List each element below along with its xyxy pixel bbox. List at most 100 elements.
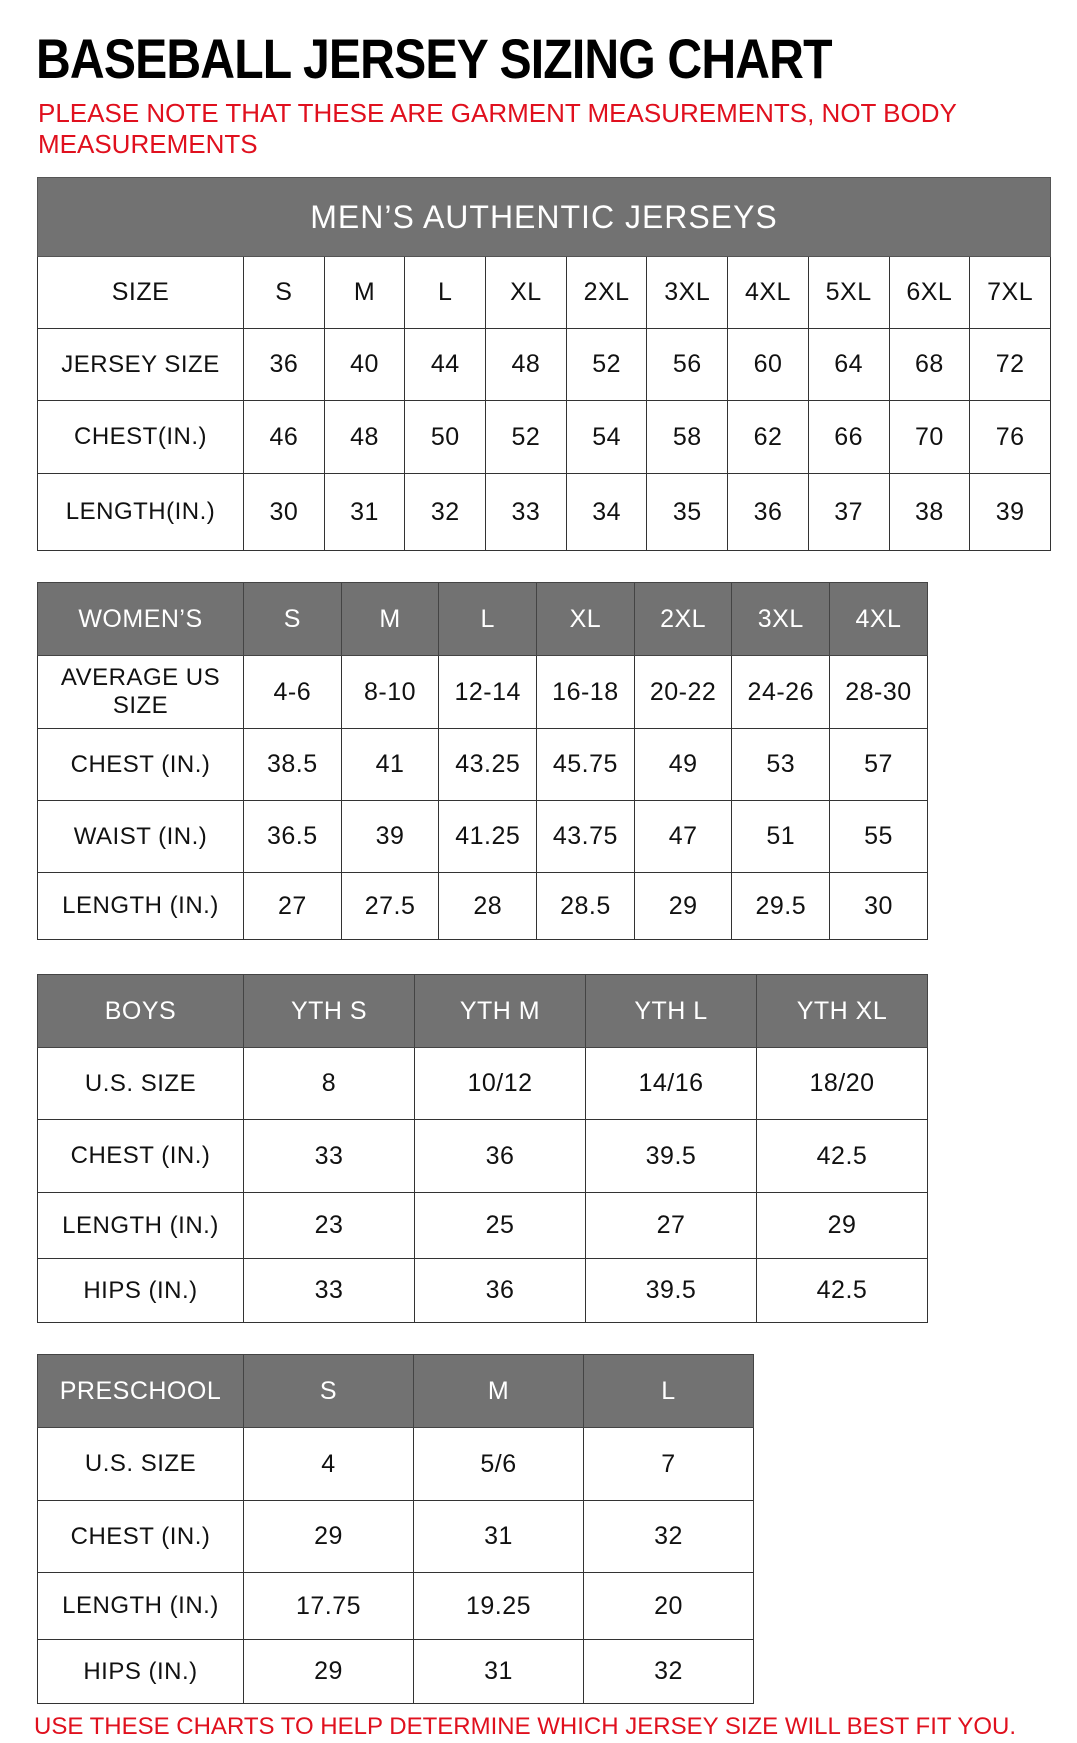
measurement-cell: 33: [243, 1258, 415, 1323]
measurement-cell: 52: [485, 400, 567, 474]
table-row: WAIST (IN.) 36.5 39 41.25 43.75 47 51 55: [37, 800, 928, 873]
measurement-cell: 44: [404, 328, 487, 401]
measurement-cell: 68: [888, 328, 971, 401]
row-label: LENGTH(IN.): [37, 473, 244, 551]
measurement-cell: 36: [243, 328, 325, 401]
measurement-cell: 41: [340, 728, 440, 801]
header-row: SIZE S M L XL 2XL 3XL 4XL 5XL 6XL 7XL: [37, 256, 1052, 329]
size-header: 5XL: [807, 256, 890, 329]
measurement-cell: 32: [583, 1500, 754, 1573]
size-header: YTH L: [585, 974, 757, 1048]
row-label-header: WOMEN’S: [37, 582, 244, 656]
row-label: U.S. SIZE: [37, 1047, 244, 1120]
size-header: S: [243, 256, 325, 329]
measurement-cell: 54: [565, 400, 648, 474]
size-header: 2XL: [633, 582, 733, 656]
measurement-cell: 5/6: [413, 1427, 584, 1501]
measurement-cell: 37: [807, 473, 890, 551]
measurement-cell: 53: [731, 728, 831, 801]
size-header: 2XL: [565, 256, 648, 329]
measurement-cell: 39: [340, 800, 440, 873]
measurement-cell: 33: [243, 1119, 415, 1193]
measurement-cell: 43.25: [438, 728, 538, 801]
measurement-cell: 45.75: [536, 728, 635, 801]
row-label: LENGTH (IN.): [37, 872, 244, 940]
measurement-cell: 43.75: [536, 800, 635, 873]
measurement-cell: 39.5: [585, 1119, 757, 1193]
page-title: BASEBALL JERSEY SIZING CHART: [36, 27, 833, 90]
table-row: CHEST(IN.) 46 48 50 52 54 58 62 66 70 76: [37, 400, 1052, 474]
row-label: CHEST (IN.): [37, 1119, 244, 1193]
measurement-cell: 39.5: [585, 1258, 757, 1323]
garment-note: PLEASE NOTE THAT THESE ARE GARMENT MEASU…: [38, 98, 957, 159]
measurement-cell: 42.5: [756, 1119, 928, 1193]
measurement-cell: 28.5: [536, 872, 635, 940]
boys-table: BOYS YTH S YTH M YTH L YTH XL U.S. SIZE 8 10/12…: [37, 974, 928, 1323]
measurement-cell: 8: [243, 1047, 415, 1120]
measurement-cell: 36: [414, 1119, 586, 1193]
measurement-cell: 35: [646, 473, 729, 551]
measurement-cell: 20-22: [633, 655, 733, 729]
measurement-cell: 36: [414, 1258, 586, 1323]
size-header: 3XL: [731, 582, 831, 656]
measurement-cell: 27: [243, 872, 342, 940]
size-header: 6XL: [888, 256, 971, 329]
measurement-cell: 30: [829, 872, 928, 940]
preschool-table: PRESCHOOL S M L U.S. SIZE 4 5/6 7 CHEST (IN.) 29 3…: [37, 1354, 754, 1704]
size-header: YTH S: [243, 974, 415, 1048]
table-row: HIPS (IN.) 33 36 39.5 42.5: [37, 1258, 928, 1323]
size-header: S: [243, 582, 342, 656]
table-row: CHEST (IN.) 38.5 41 43.25 45.75 49 53 57: [37, 728, 928, 801]
measurement-cell: 52: [565, 328, 648, 401]
row-label: HIPS (IN.): [37, 1258, 244, 1323]
size-header: L: [438, 582, 538, 656]
measurement-cell: 36: [727, 473, 809, 551]
measurement-cell: 27.5: [340, 872, 440, 940]
size-header: YTH XL: [756, 974, 928, 1048]
size-header: M: [340, 582, 440, 656]
table-row: CHEST (IN.) 29 31 32: [37, 1500, 754, 1573]
measurement-cell: 60: [727, 328, 809, 401]
measurement-cell: 12-14: [438, 655, 538, 729]
size-header: 7XL: [969, 256, 1052, 329]
measurement-cell: 17.75: [243, 1572, 414, 1640]
measurement-cell: 28-30: [829, 655, 928, 729]
row-label: LENGTH (IN.): [37, 1192, 244, 1259]
measurement-cell: 42.5: [756, 1258, 928, 1323]
table-row: LENGTH (IN.) 27 27.5 28 28.5 29 29.5 30: [37, 872, 928, 940]
row-label: CHEST(IN.): [37, 400, 244, 474]
header-row: BOYS YTH S YTH M YTH L YTH XL: [37, 974, 928, 1048]
measurement-cell: 66: [807, 400, 890, 474]
measurement-cell: 8-10: [340, 655, 440, 729]
table-row: LENGTH (IN.) 17.75 19.25 20: [37, 1572, 754, 1640]
row-label-header: PRESCHOOL: [37, 1354, 244, 1428]
size-header: YTH M: [414, 974, 586, 1048]
measurement-cell: 48: [485, 328, 567, 401]
measurement-cell: 38: [888, 473, 971, 551]
table-title: MEN’S AUTHENTIC JERSEYS: [36, 177, 1052, 257]
table-row: LENGTH (IN.) 23 25 27 29: [37, 1192, 928, 1259]
table-row: U.S. SIZE 4 5/6 7: [37, 1427, 754, 1501]
row-label-header: SIZE: [37, 256, 244, 329]
measurement-cell: 58: [646, 400, 729, 474]
table-row: AVERAGE US SIZE 4-6 8-10 12-14 16-18 20-22 24-…: [37, 655, 928, 729]
measurement-cell: 50: [404, 400, 487, 474]
row-label: HIPS (IN.): [37, 1639, 244, 1704]
measurement-cell: 19.25: [413, 1572, 584, 1640]
measurement-cell: 41.25: [438, 800, 538, 873]
size-header: M: [323, 256, 406, 329]
measurement-cell: 38.5: [243, 728, 342, 801]
size-header: XL: [485, 256, 567, 329]
mens-table: MEN’S AUTHENTIC JERSEYS SIZE S M L XL 2XL 3XL 4X…: [36, 177, 1052, 551]
measurement-cell: 32: [583, 1639, 754, 1704]
size-header: 3XL: [646, 256, 729, 329]
measurement-cell: 48: [323, 400, 406, 474]
measurement-cell: 14/16: [585, 1047, 757, 1120]
measurement-cell: 23: [243, 1192, 415, 1259]
measurement-cell: 29: [756, 1192, 928, 1259]
row-label: AVERAGE US SIZE: [37, 655, 244, 729]
row-label: CHEST (IN.): [37, 1500, 244, 1573]
table-row: HIPS (IN.) 29 31 32: [37, 1639, 754, 1704]
header-row: WOMEN’S S M L XL 2XL 3XL 4XL: [37, 582, 928, 656]
measurement-cell: 4-6: [243, 655, 342, 729]
